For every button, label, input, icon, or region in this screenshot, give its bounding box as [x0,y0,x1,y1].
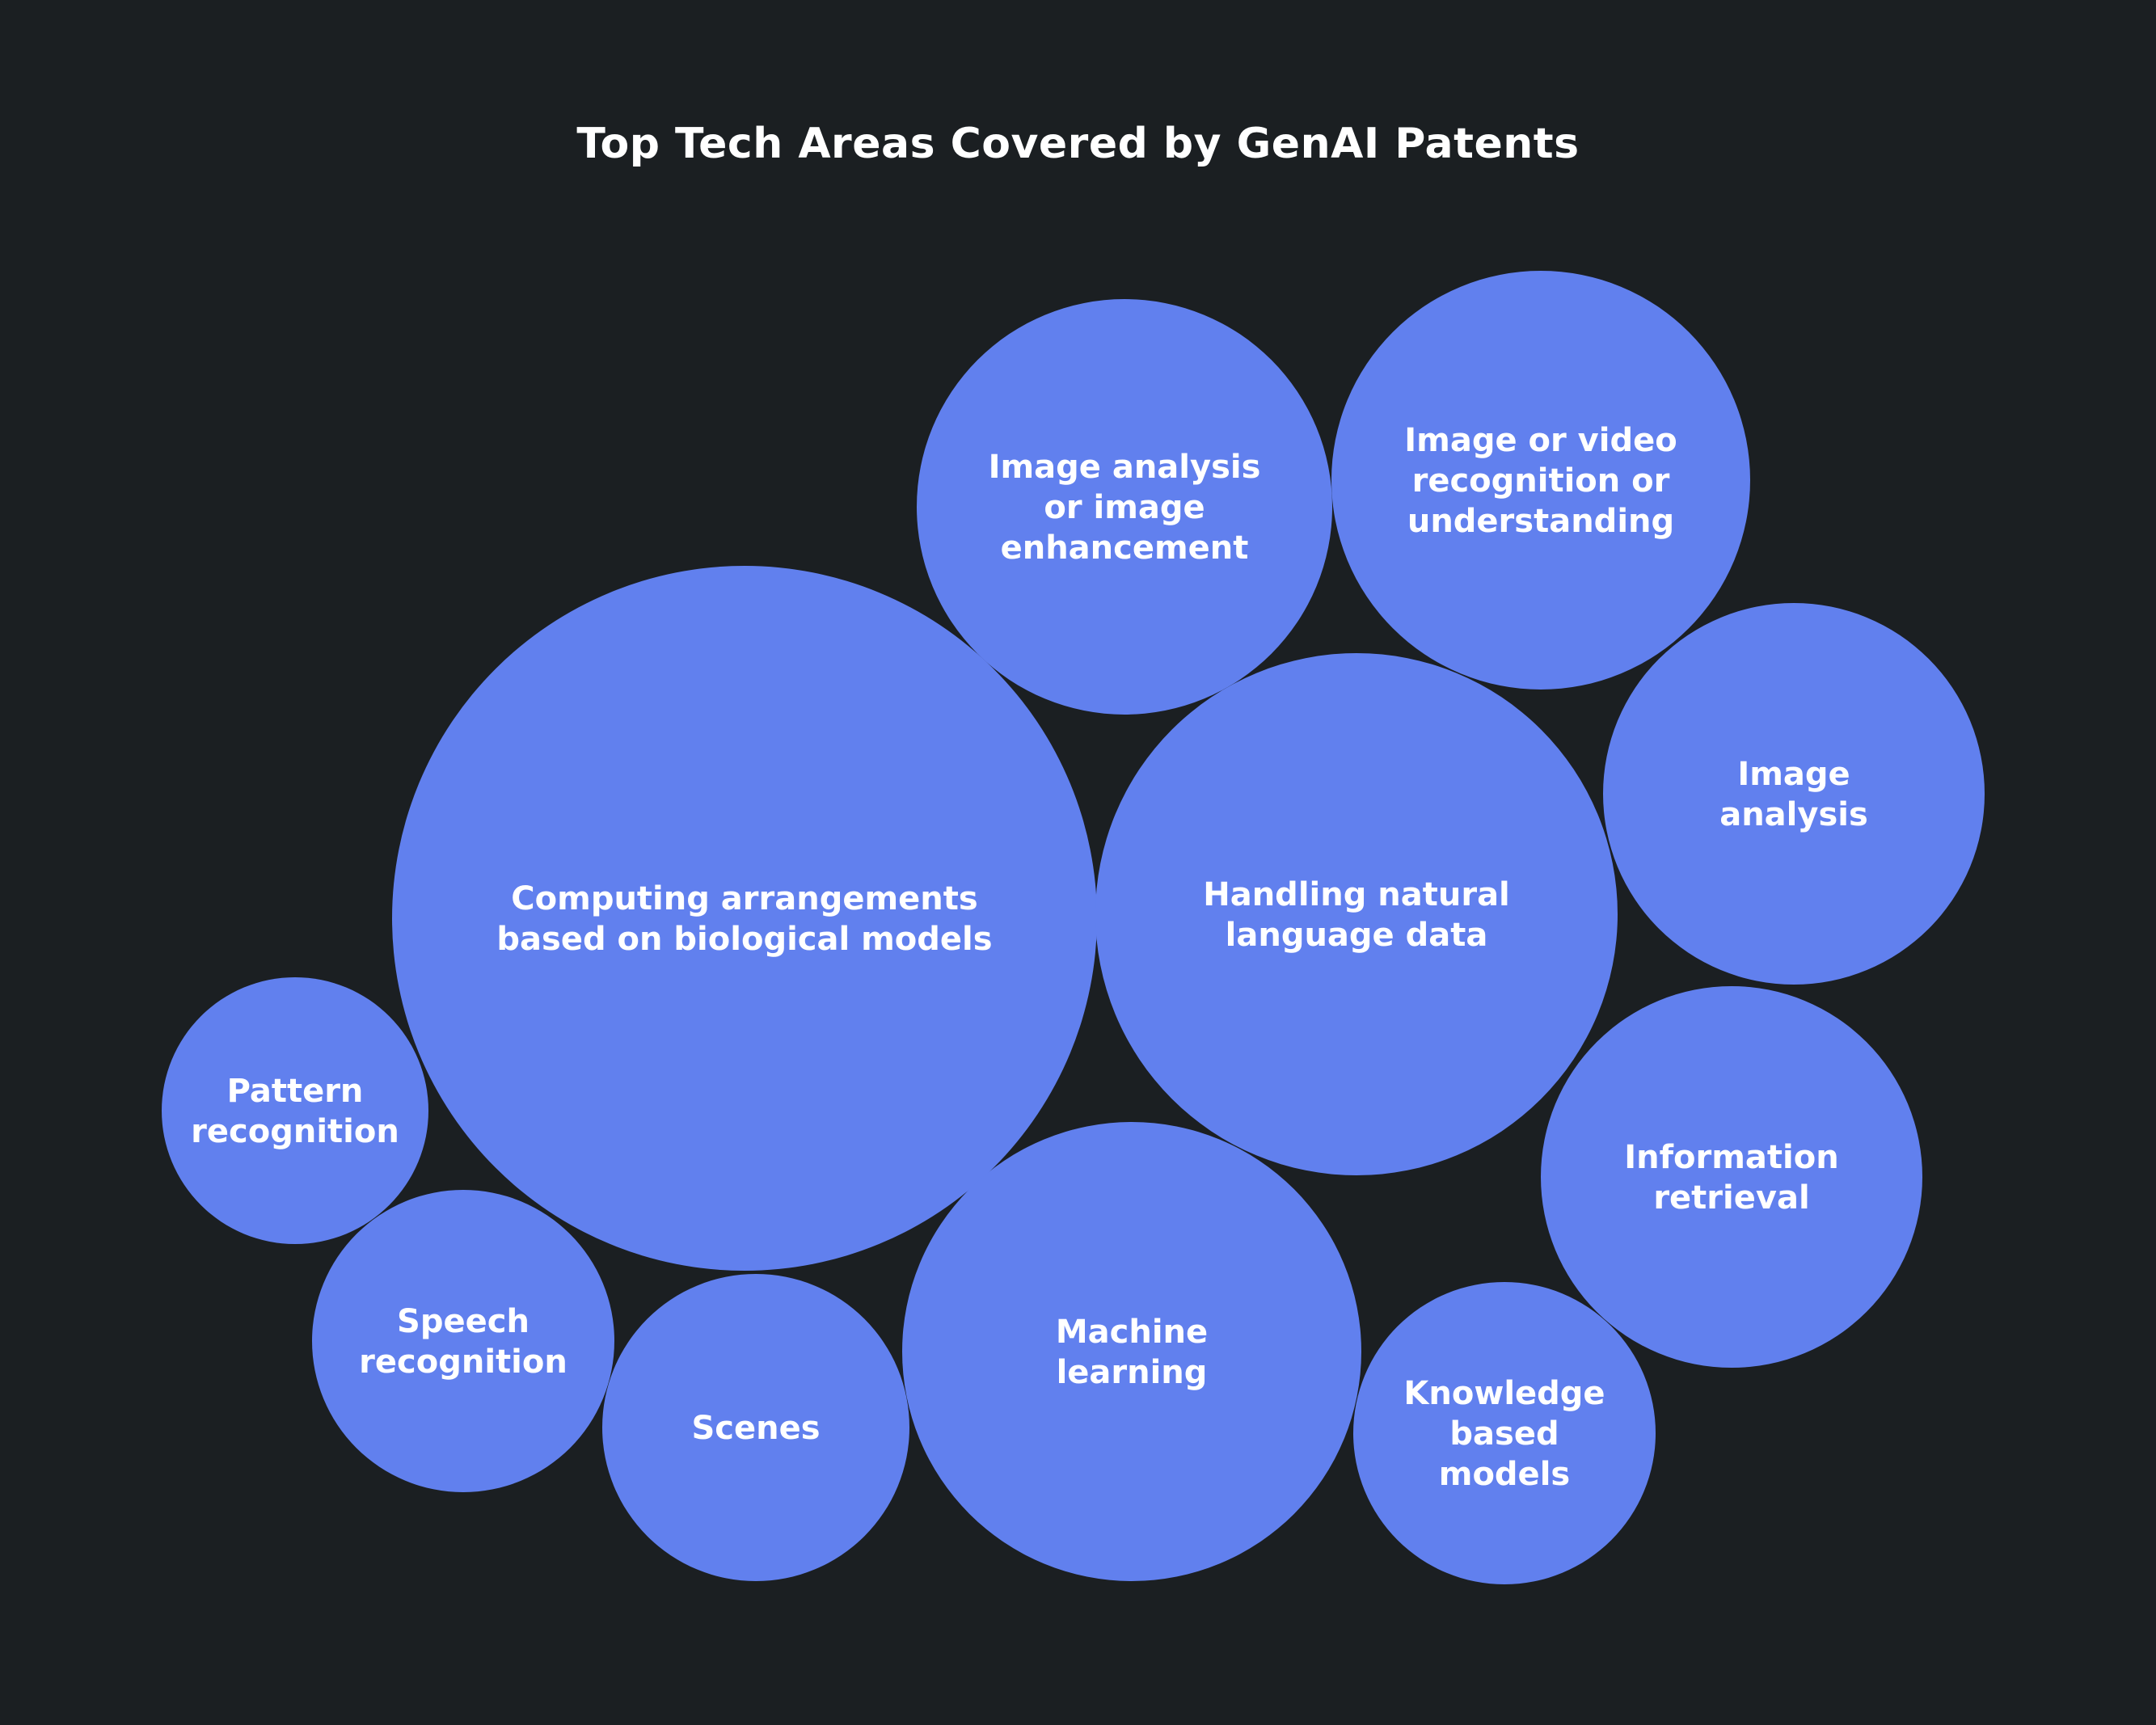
bubble-circle [1603,603,1985,985]
chart-title: Top Tech Areas Covered by GenAI Patents [576,120,1580,168]
bubble-circle [1095,653,1618,1175]
bubble-label: analysis [1719,796,1868,833]
bubble-label: Image or video [1404,422,1677,459]
bubble-label: based on biological models [496,921,992,958]
bubble-circle [1353,1282,1656,1584]
bubble-label: Handling natural [1203,876,1510,913]
bubble-label: Pattern [227,1073,364,1110]
bubble-label: or image [1044,489,1205,526]
bubble-label: enhancement [1001,529,1249,567]
bubble-label: recognition [191,1113,399,1150]
bubble-label: understanding [1407,503,1674,540]
bubble-handling-natural-language-data: Handling natural language data [1095,653,1618,1175]
bubble-label: language data [1226,917,1488,954]
bubble-scenes: Scenes [602,1274,909,1581]
bubble-label: models [1439,1456,1570,1493]
bubble-label: Knowledge [1403,1375,1605,1412]
bubble-circle [312,1190,614,1492]
bubble-computing-arrangements-based-on-biological-models: Computing arrangements based on biologica… [392,566,1097,1271]
bubble-circle [902,1122,1361,1581]
bubble-label: Speech [397,1303,530,1340]
bubble-circle [917,299,1332,715]
bubble-circle [1541,986,1922,1368]
bubble-label: retrieval [1653,1179,1809,1217]
bubble-label: Information [1624,1139,1838,1176]
bubble-label: recognition or [1412,462,1670,500]
bubble-label: Scenes [691,1410,820,1447]
bubble-circle [1331,271,1750,690]
bubble-label: learning [1057,1354,1208,1391]
bubble-label: Machine [1056,1314,1208,1351]
bubble-label: Computing arrangements [511,880,977,917]
bubble-circle [602,1274,909,1581]
bubble-circle [392,566,1097,1271]
bubble-label: Image [1737,756,1850,793]
bubble-label: based [1449,1415,1559,1453]
bubble-label: recognition [359,1343,567,1381]
bubble-label: Image analysis [989,449,1261,486]
bubble-circle [162,977,428,1244]
